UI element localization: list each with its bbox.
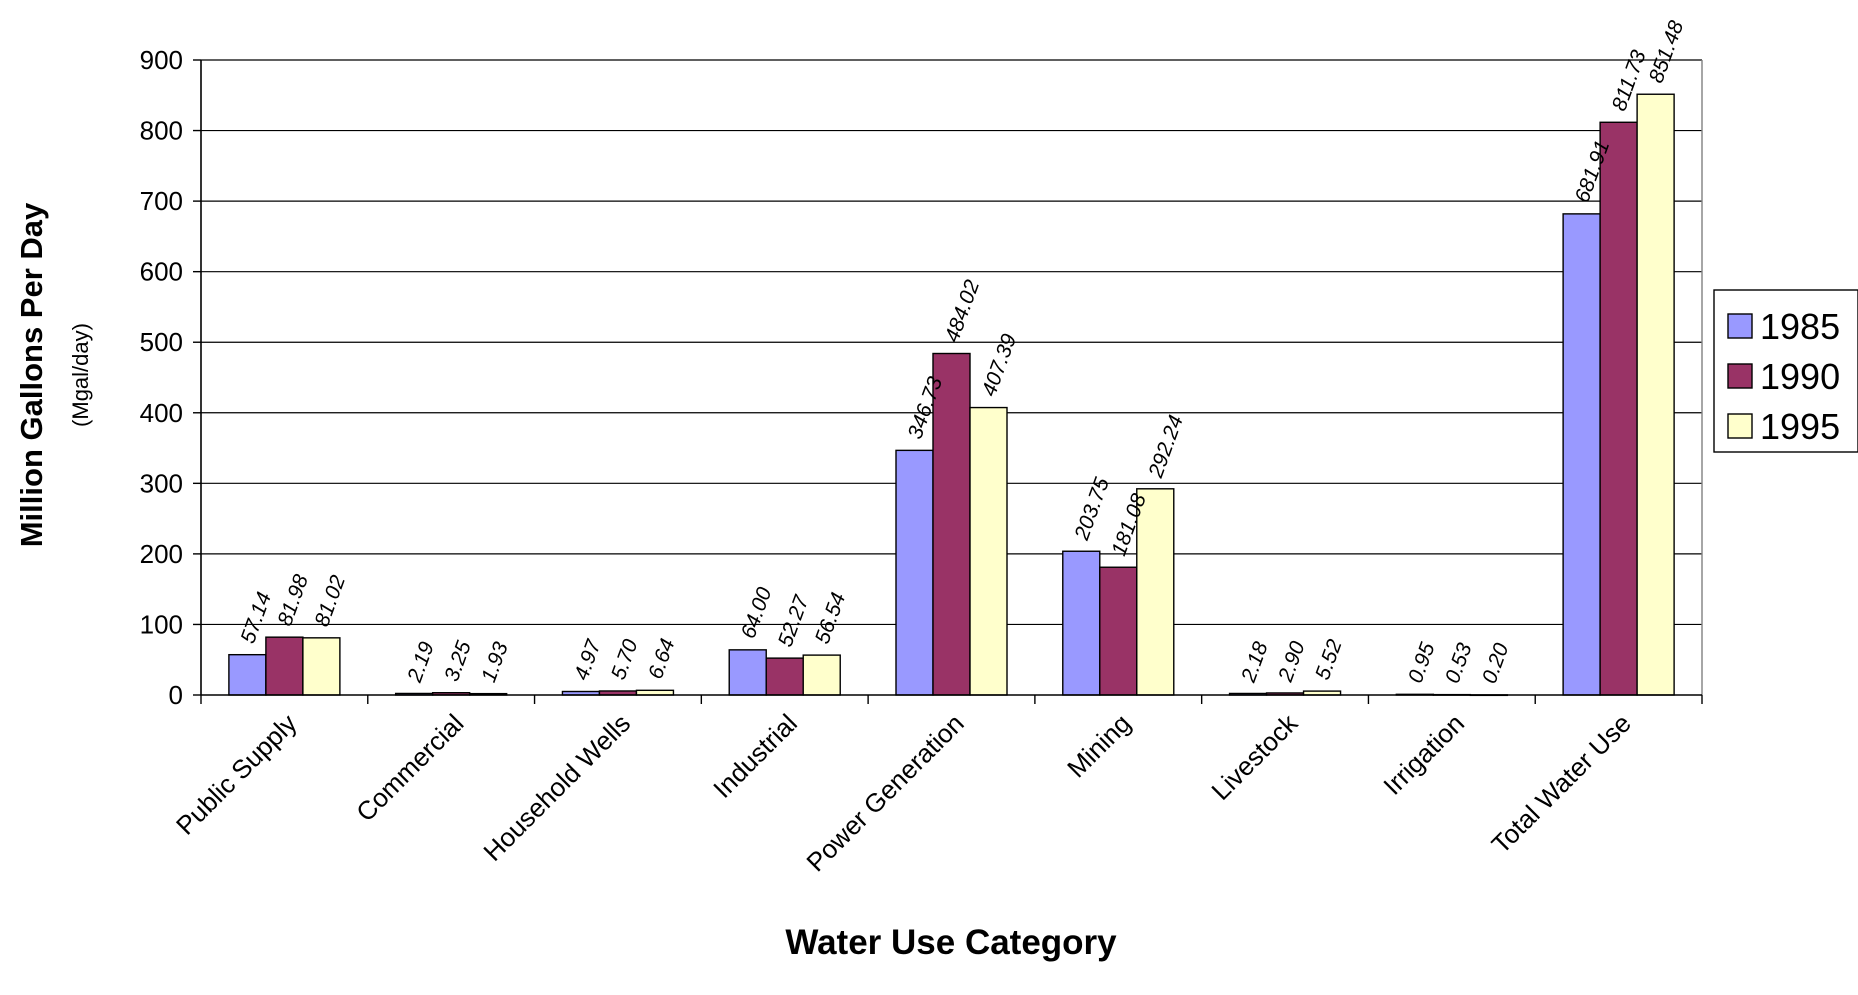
x-category-label: Household Wells xyxy=(477,708,636,867)
bar-1985-0 xyxy=(228,653,267,696)
x-category-label: Commercial xyxy=(350,708,469,827)
x-category-label: Industrial xyxy=(707,708,803,804)
x-category-label: Mining xyxy=(1061,708,1136,783)
y-axis-unit: (Mgal/day) xyxy=(68,323,93,427)
y-tick-label: 300 xyxy=(140,468,183,498)
data-label-1990-4: 484.02 xyxy=(941,277,985,346)
bar-1995-0 xyxy=(302,637,341,696)
bars xyxy=(228,93,1675,697)
x-category-label: Irrigation xyxy=(1377,708,1470,801)
bar-1985-5 xyxy=(1062,550,1101,696)
legend-label-1985: 1985 xyxy=(1760,306,1840,347)
data-label-1995-3: 56.54 xyxy=(811,590,851,647)
bar-1985-3 xyxy=(728,649,767,696)
bar-1995-4 xyxy=(969,406,1008,696)
data-label-1990-0: 81.98 xyxy=(273,571,313,629)
legend-label-1990: 1990 xyxy=(1760,356,1840,397)
y-tick-label: 500 xyxy=(140,327,183,357)
y-tick-label: 100 xyxy=(140,609,183,639)
legend-swatch-1995 xyxy=(1727,413,1753,439)
data-label-1985-1: 2.19 xyxy=(403,639,439,687)
x-axis-title: Water Use Category xyxy=(785,923,1117,962)
y-tick-label: 400 xyxy=(140,398,183,428)
x-category-label: Power Generation xyxy=(800,708,969,877)
bar-1995-5 xyxy=(1136,488,1175,696)
bar-1990-3 xyxy=(765,657,804,696)
bar-1990-8 xyxy=(1599,121,1638,696)
data-label-1985-2: 4.97 xyxy=(570,636,606,684)
data-label-1995-8: 851.48 xyxy=(1645,17,1689,86)
bar-1995-8 xyxy=(1636,93,1675,696)
data-label-1995-7: 0.20 xyxy=(1478,640,1514,687)
legend-swatch-1985 xyxy=(1727,313,1753,339)
data-label-1990-3: 52.27 xyxy=(774,591,814,649)
x-category-label: Total Water Use xyxy=(1486,708,1637,859)
data-label-1985-5: 203.75 xyxy=(1070,474,1114,543)
data-label-1985-7: 0.95 xyxy=(1404,639,1440,686)
data-label-1990-7: 0.53 xyxy=(1441,640,1477,687)
y-axis-title: Million Gallons Per Day xyxy=(14,202,49,547)
y-tick-label: 700 xyxy=(140,186,183,216)
y-tick-label: 200 xyxy=(140,539,183,569)
x-category-label: Public Supply xyxy=(170,708,303,841)
data-label-1995-6: 5.52 xyxy=(1311,636,1347,683)
bar-1990-0 xyxy=(265,636,304,696)
x-category-labels: Public Supply Commercial Household Wells In… xyxy=(170,707,1637,877)
axes xyxy=(193,59,1703,704)
y-tick-label: 0 xyxy=(169,680,183,710)
gridlines xyxy=(201,59,1702,626)
data-label-1995-4: 407.39 xyxy=(978,331,1022,400)
y-tick-labels: 0 100 200 300 400 500 600 700 800 900 xyxy=(140,45,183,710)
y-tick-label: 900 xyxy=(140,45,183,75)
bar-1985-4 xyxy=(895,449,934,696)
data-label-1990-1: 3.25 xyxy=(440,638,476,685)
legend: 1985 1990 1995 xyxy=(1713,289,1858,453)
data-label-1985-6: 2.18 xyxy=(1237,639,1273,687)
bar-1990-4 xyxy=(932,352,971,696)
x-category-label: Livestock xyxy=(1205,707,1304,806)
y-tick-label: 600 xyxy=(140,257,183,287)
data-label-1995-0: 81.02 xyxy=(310,572,350,630)
bar-1985-8 xyxy=(1562,213,1601,696)
legend-swatch-1990 xyxy=(1727,363,1753,389)
data-label-1990-2: 5.70 xyxy=(607,636,643,683)
bar-1990-5 xyxy=(1099,566,1138,696)
data-label-1990-6: 2.90 xyxy=(1274,638,1310,686)
data-label-1985-3: 64.00 xyxy=(737,584,777,642)
data-label-1995-5: 292.24 xyxy=(1144,412,1188,481)
legend-label-1995: 1995 xyxy=(1760,406,1840,447)
data-label-1995-2: 6.64 xyxy=(644,636,680,682)
y-tick-label: 800 xyxy=(140,116,183,146)
bar-1995-3 xyxy=(802,654,841,696)
data-label-1995-1: 1.93 xyxy=(477,639,513,686)
